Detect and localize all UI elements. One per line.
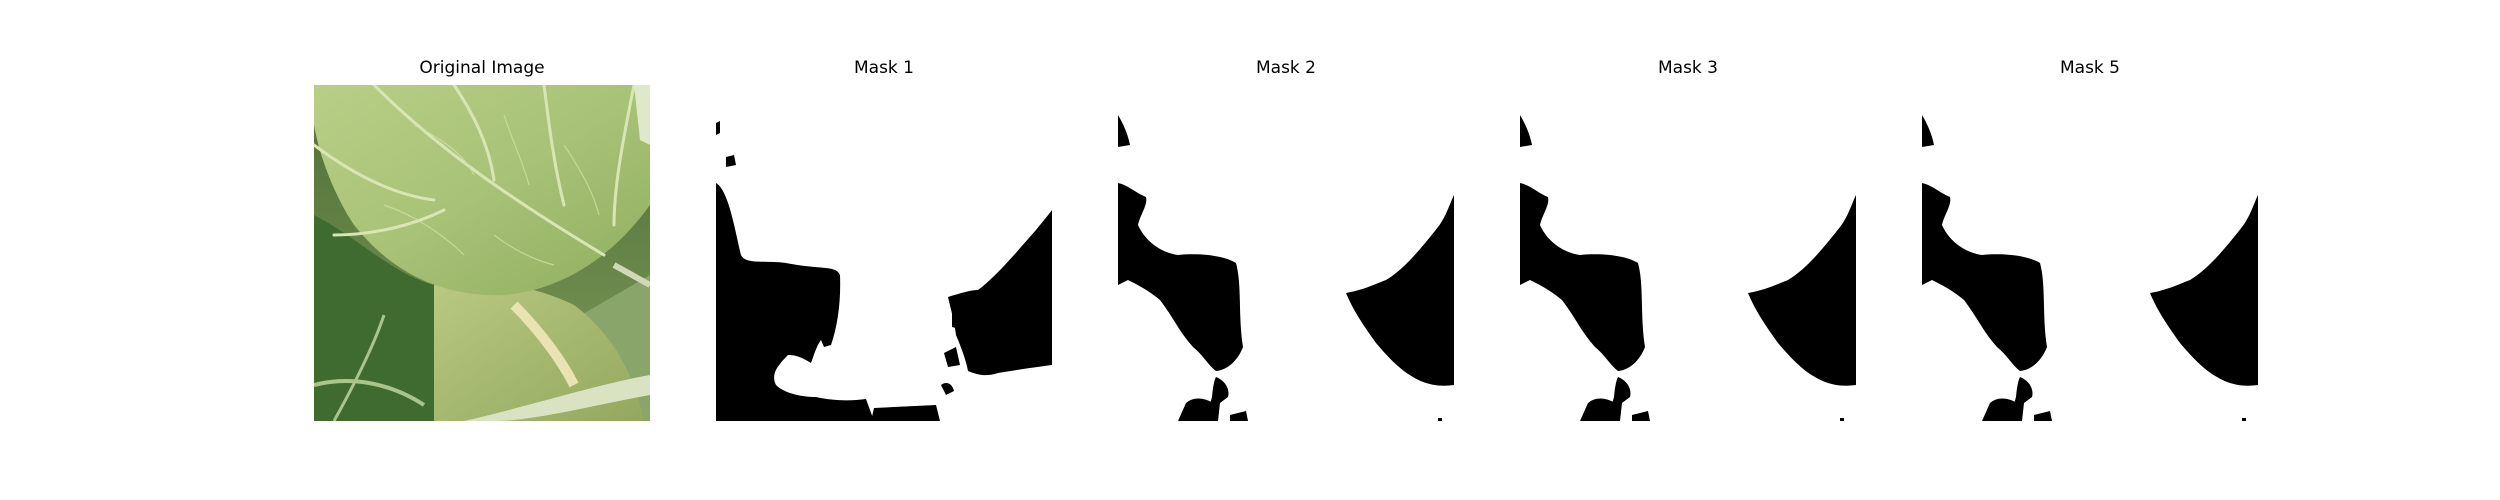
mask-5-shape (1922, 85, 2258, 421)
panel-mask-3: Mask 3 (1520, 0, 1856, 500)
mask-3-shape (1520, 85, 1856, 421)
mask-image (1520, 85, 1856, 421)
panel-title: Mask 5 (2059, 58, 2120, 78)
panel-title: Mask 1 (853, 58, 914, 78)
leaf-photo (314, 85, 650, 421)
mask-1-shape (716, 85, 1052, 421)
panel-mask-2: Mask 2 (1118, 0, 1454, 500)
panel-title: Original Image (419, 58, 545, 78)
mask-2-shape (1118, 85, 1454, 421)
leaf-photo-illustration (314, 85, 650, 421)
panel-title: Mask 3 (1657, 58, 1718, 78)
mask-image (1118, 85, 1454, 421)
panel-mask-1: Mask 1 (716, 0, 1052, 500)
mask-image (1922, 85, 2258, 421)
mask-image (716, 85, 1052, 421)
panel-mask-5: Mask 5 (1922, 0, 2258, 500)
panel-original-image: Original Image (314, 0, 650, 500)
panel-title: Mask 2 (1255, 58, 1316, 78)
